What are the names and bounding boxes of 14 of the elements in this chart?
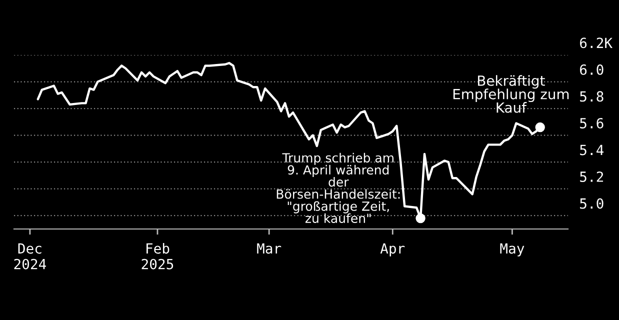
annotation: Bekräftigt Empfehlung zum Kauf [453, 75, 569, 113]
x-tick-label: Feb 2025 [142, 242, 174, 270]
x-tick-label: Apr [380, 243, 405, 256]
y-tick-label: 5.4 [580, 144, 604, 156]
y-tick-label: 5.8 [580, 91, 604, 102]
x-tick-label: Mar [257, 243, 282, 254]
y-tick-label: 5.2 [580, 171, 604, 182]
y-tick-label: 5.0 [580, 198, 604, 209]
y-tick-label: 6.0 [580, 64, 604, 75]
y-tick-label: 5.6 [580, 118, 604, 128]
y-tick-label: 6.2K [580, 38, 613, 48]
x-tick-label: May [500, 243, 524, 256]
annotation: Trump schrieb am 9. April während der Börsen-Handelszeit: "großartige Zeit, zu kaufen" [276, 152, 400, 223]
x-tick-label: Dec 2024 [14, 243, 46, 270]
